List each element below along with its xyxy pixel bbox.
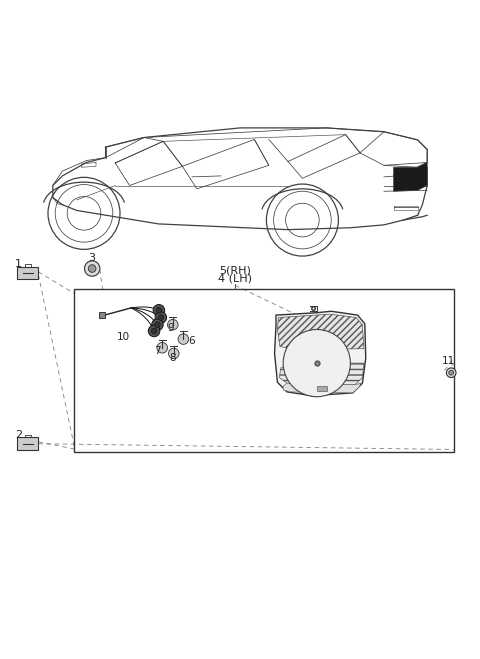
Text: 9: 9	[167, 324, 174, 333]
Polygon shape	[275, 311, 366, 396]
Polygon shape	[279, 363, 364, 385]
Circle shape	[168, 320, 178, 330]
Circle shape	[152, 319, 163, 330]
Circle shape	[155, 322, 160, 328]
Circle shape	[88, 265, 96, 272]
Text: 4 (LH): 4 (LH)	[218, 273, 252, 283]
Circle shape	[148, 325, 160, 337]
Bar	[17, 266, 38, 279]
Circle shape	[151, 328, 157, 334]
Bar	[317, 386, 327, 391]
Circle shape	[178, 334, 189, 345]
Text: 11: 11	[442, 356, 456, 366]
Text: 7: 7	[155, 347, 161, 357]
Circle shape	[158, 314, 164, 320]
Text: 2: 2	[15, 430, 22, 440]
Circle shape	[307, 353, 327, 373]
Polygon shape	[283, 384, 361, 393]
Polygon shape	[277, 314, 364, 350]
Circle shape	[290, 337, 343, 389]
Circle shape	[155, 312, 167, 324]
Circle shape	[156, 307, 162, 313]
Bar	[99, 312, 105, 318]
Circle shape	[449, 370, 454, 375]
Circle shape	[168, 348, 179, 358]
Text: 5(RH): 5(RH)	[219, 266, 251, 276]
Text: 10: 10	[117, 332, 131, 342]
Text: 3: 3	[89, 254, 96, 264]
Circle shape	[84, 261, 100, 276]
Text: 8: 8	[169, 353, 176, 362]
Text: 1: 1	[15, 259, 22, 270]
Circle shape	[157, 343, 168, 353]
Text: 6: 6	[189, 336, 195, 346]
Circle shape	[283, 330, 350, 397]
Polygon shape	[394, 163, 427, 191]
Circle shape	[153, 304, 165, 316]
Circle shape	[446, 368, 456, 378]
Bar	[74, 289, 454, 452]
Bar	[17, 438, 38, 450]
